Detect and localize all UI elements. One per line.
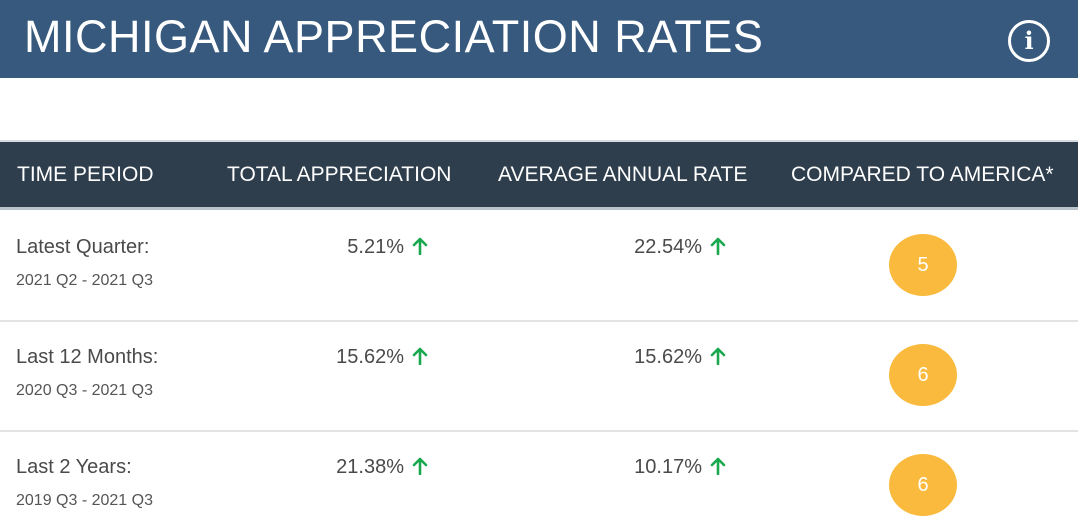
info-circle-icon[interactable]: i: [1008, 20, 1050, 62]
average-annual-rate-text: 15.62%: [634, 346, 702, 368]
rank-badge: 6: [889, 344, 957, 406]
arrow-up-icon: [412, 347, 428, 365]
average-annual-rate-value: 15.62%: [634, 346, 726, 369]
average-annual-rate-text: 10.17%: [634, 456, 702, 478]
total-appreciation-text: 21.38%: [336, 456, 404, 478]
arrow-up-icon: [710, 237, 726, 255]
period-label: Last 12 Months:: [16, 346, 159, 368]
arrow-up-icon: [710, 347, 726, 365]
column-header-compared-to-america: COMPARED TO AMERICA*: [791, 163, 1054, 186]
period-label: Latest Quarter:: [16, 236, 150, 258]
period-range: 2020 Q3 - 2021 Q3: [16, 382, 153, 399]
column-header-time-period: TIME PERIOD: [17, 163, 154, 186]
average-annual-rate-text: 22.54%: [634, 236, 702, 258]
total-appreciation-text: 5.21%: [347, 236, 404, 258]
average-annual-rate-value: 22.54%: [634, 236, 726, 259]
column-header-average-annual-rate: AVERAGE ANNUAL RATE: [498, 163, 748, 186]
rank-badge: 6: [889, 454, 957, 516]
column-header-total-appreciation: TOTAL APPRECIATION: [227, 163, 452, 186]
page-title: MICHIGAN APPRECIATION RATES: [24, 11, 764, 62]
table-row: Latest Quarter: 2021 Q2 - 2021 Q3 5.21% …: [0, 212, 1078, 322]
arrow-up-icon: [412, 457, 428, 475]
period-range: 2021 Q2 - 2021 Q3: [16, 272, 153, 289]
total-appreciation-value: 21.38%: [336, 456, 428, 479]
total-appreciation-text: 15.62%: [336, 346, 404, 368]
table-header: TIME PERIOD TOTAL APPRECIATION AVERAGE A…: [0, 140, 1078, 210]
total-appreciation-value: 5.21%: [347, 236, 428, 259]
table-row: Last 2 Years: 2019 Q3 - 2021 Q3 21.38% 1…: [0, 432, 1078, 528]
table-row: Last 12 Months: 2020 Q3 - 2021 Q3 15.62%…: [0, 322, 1078, 432]
total-appreciation-value: 15.62%: [336, 346, 428, 369]
arrow-up-icon: [412, 237, 428, 255]
title-bar: MICHIGAN APPRECIATION RATES i: [0, 0, 1078, 78]
arrow-up-icon: [710, 457, 726, 475]
period-range: 2019 Q3 - 2021 Q3: [16, 492, 153, 509]
period-label: Last 2 Years:: [16, 456, 132, 478]
rank-badge: 5: [889, 234, 957, 296]
average-annual-rate-value: 10.17%: [634, 456, 726, 479]
